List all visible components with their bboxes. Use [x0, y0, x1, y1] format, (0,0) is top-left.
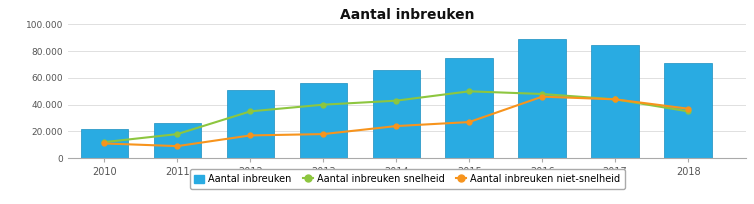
Bar [372, 70, 420, 158]
Bar [81, 129, 128, 158]
Bar [519, 39, 566, 158]
Bar [154, 123, 201, 158]
Title: Aantal inbreuken: Aantal inbreuken [340, 8, 474, 22]
Bar [591, 44, 639, 158]
Bar [299, 83, 347, 158]
Bar [446, 58, 493, 158]
Bar [226, 90, 274, 158]
Legend: Aantal inbreuken, Aantal inbreuken snelheid, Aantal inbreuken niet-snelheid: Aantal inbreuken, Aantal inbreuken snelh… [189, 169, 625, 189]
Bar [664, 63, 712, 158]
